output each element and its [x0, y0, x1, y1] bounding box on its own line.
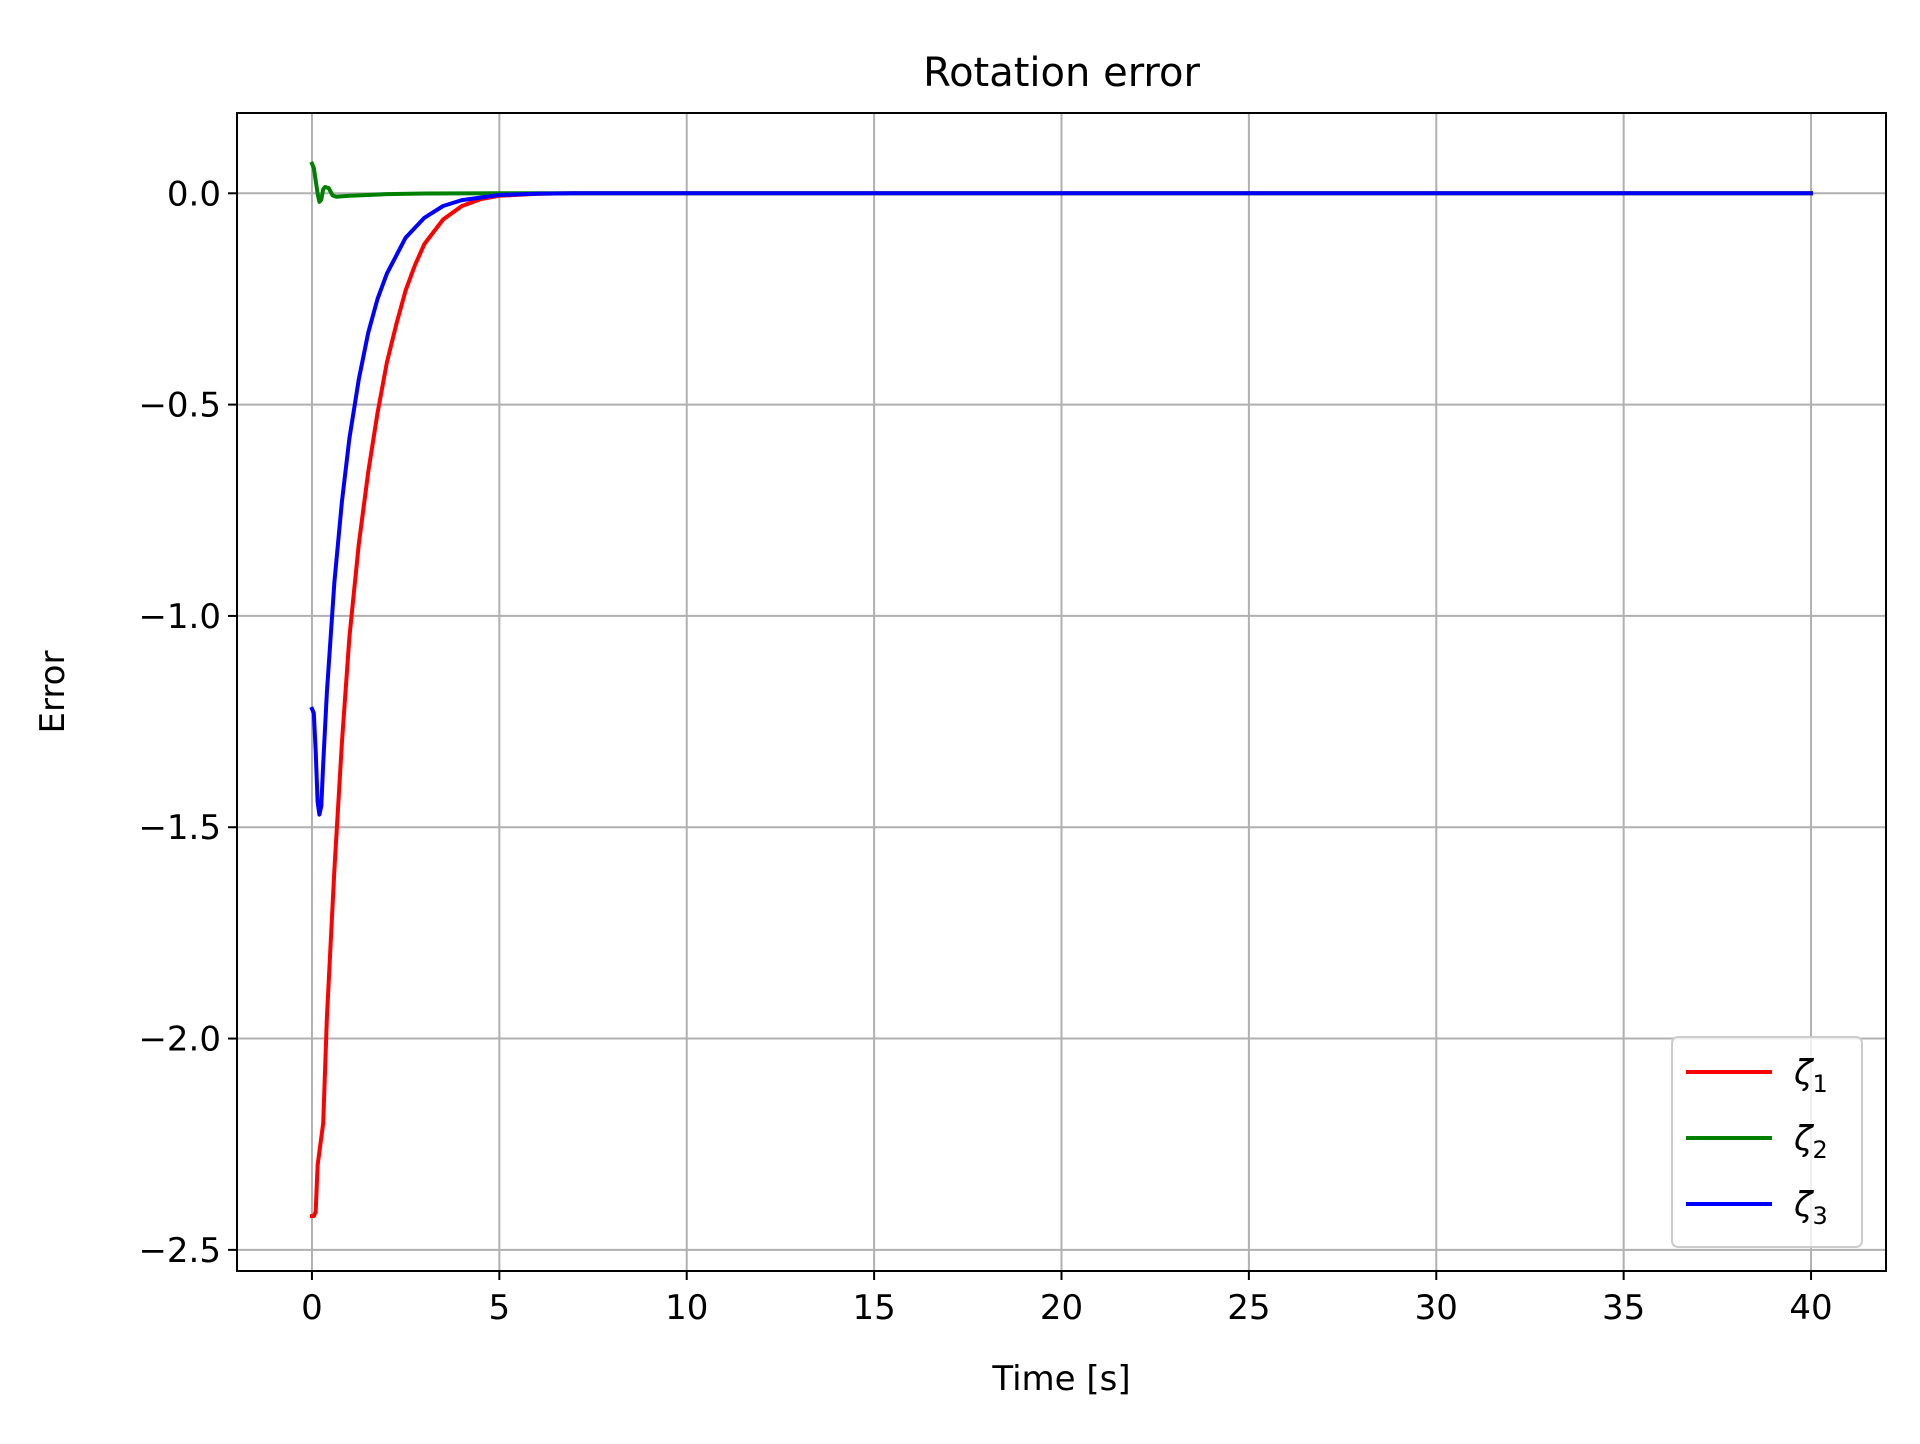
x-tick-label: 0: [301, 1288, 323, 1328]
legend-subscript: 3: [1813, 1202, 1828, 1230]
x-tick-label: 30: [1415, 1288, 1458, 1328]
legend-label: ζ3: [1793, 1185, 1828, 1230]
x-tick-label: 15: [852, 1288, 895, 1328]
axis-ticks: 0 5 10 15 20 25 30 35 40 0.0 −0.5 −1.0 −1.5 −2.0 −2.5: [138, 174, 1832, 1328]
y-tick-label: −2.5: [138, 1231, 221, 1271]
y-tick-label: −1.0: [138, 597, 221, 637]
legend-subscript: 2: [1813, 1136, 1828, 1164]
legend-label: ζ2: [1793, 1119, 1828, 1164]
y-tick-label: −1.5: [138, 808, 221, 848]
y-axis-label: Error: [33, 651, 73, 734]
y-tick-label: 0.0: [167, 174, 221, 214]
legend-symbol: ζ: [1793, 1053, 1815, 1093]
legend-box: [1671, 1036, 1863, 1248]
x-tick-label: 40: [1789, 1288, 1832, 1328]
legend-symbol: ζ: [1793, 1119, 1815, 1159]
x-tick-label: 10: [665, 1288, 708, 1328]
series-lines: [309, 161, 1813, 1219]
series-line-3: [309, 191, 1813, 817]
x-axis-label: Time [s]: [991, 1359, 1130, 1399]
grid: [237, 113, 1886, 1271]
legend-subscript: 1: [1813, 1070, 1828, 1098]
x-tick-label: 25: [1227, 1288, 1270, 1328]
x-tick-label: 5: [489, 1288, 511, 1328]
chart-title: Rotation error: [923, 50, 1200, 96]
series-line-2: [309, 161, 1813, 204]
x-tick-label: 20: [1040, 1288, 1083, 1328]
x-tick-label: 35: [1602, 1288, 1645, 1328]
legend-symbol: ζ: [1793, 1185, 1815, 1225]
legend-label: ζ1: [1793, 1053, 1828, 1098]
y-tick-label: −2.0: [138, 1020, 221, 1060]
y-tick-label: −0.5: [138, 386, 221, 426]
